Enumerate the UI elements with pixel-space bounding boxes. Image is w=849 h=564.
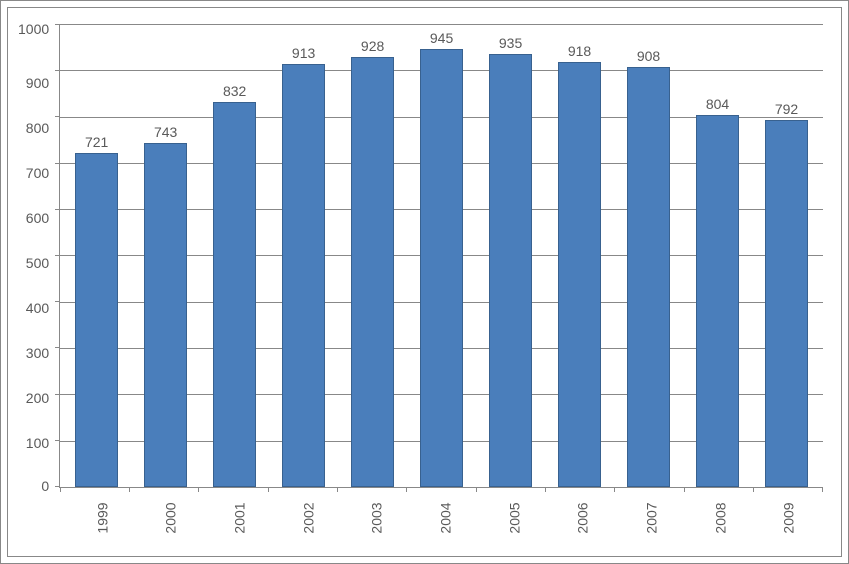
x-tick-label: 2006 [575,502,591,533]
y-tick-label: 700 [26,166,49,180]
x-tick-label: 2000 [163,502,179,533]
y-tick-label: 900 [26,76,49,90]
plot-area: 721 743 832 913 928 945 935 918 908 804 792 [59,24,823,488]
bar-value-label: 743 [154,125,177,139]
x-tick-label: 2002 [300,502,316,533]
x-tick-label: 2004 [438,502,454,533]
bar [75,153,118,487]
y-tick-label: 300 [26,346,49,360]
x-tick-label: 2008 [712,502,728,533]
bar [420,49,463,487]
bar-slot: 721 [62,24,131,487]
x-tick-label: 1999 [94,502,110,533]
y-axis: 1000 900 800 700 600 500 400 300 200 100… [18,24,55,488]
bar [282,64,325,487]
x-tick-label: 2003 [369,502,385,533]
y-tick-label: 100 [26,436,49,450]
x-tick-slot: 2002 [274,496,343,544]
bar [558,62,601,487]
bar-slot: 945 [407,24,476,487]
bar-value-label: 935 [499,36,522,50]
bars-row: 721 743 832 913 928 945 935 918 908 804 792 [60,24,823,487]
x-tick-label: 2005 [506,502,522,533]
bar-value-label: 913 [292,46,315,60]
x-axis: 1999 2000 2001 2002 2003 2004 2005 2006 2007 2008… [68,488,823,544]
x-tick-label: 2009 [781,502,797,533]
x-tick-slot: 2006 [548,496,617,544]
y-tick-label: 600 [26,211,49,225]
x-tick-slot: 2004 [411,496,480,544]
chart-inner-frame: 1000 900 800 700 600 500 400 300 200 100… [7,7,842,557]
y-tick-label: 800 [26,121,49,135]
y-tick-label: 200 [26,391,49,405]
y-tick-label: 0 [41,479,49,493]
bar-slot: 792 [752,24,821,487]
bar [351,57,394,487]
y-tick-label: 400 [26,301,49,315]
x-tick-slot: 2000 [137,496,206,544]
bar-slot: 908 [614,24,683,487]
bar [489,54,532,487]
bar-slot: 913 [269,24,338,487]
bar-slot: 804 [683,24,752,487]
bar-slot: 918 [545,24,614,487]
y-tick-label: 1000 [18,22,49,36]
bar-value-label: 908 [637,49,660,63]
bar-value-label: 918 [568,44,591,58]
bar-value-label: 928 [361,39,384,53]
plot-wrap: 1000 900 800 700 600 500 400 300 200 100… [18,24,823,488]
x-tick-slot: 2007 [617,496,686,544]
x-tick-slot: 2005 [480,496,549,544]
bar [765,120,808,487]
bar [144,143,187,487]
x-tick-label: 2001 [232,502,248,533]
bar [696,115,739,487]
x-tick-marks [60,487,823,492]
x-tick-slot: 2001 [205,496,274,544]
bar-slot: 832 [200,24,269,487]
x-tick-slot: 2003 [343,496,412,544]
x-tick-slot: 1999 [68,496,137,544]
chart-outer-frame: 1000 900 800 700 600 500 400 300 200 100… [0,0,849,564]
bar-value-label: 832 [223,84,246,98]
bar-value-label: 792 [775,102,798,116]
bar-value-label: 945 [430,31,453,45]
y-tick-label: 500 [26,256,49,270]
bar-value-label: 721 [85,135,108,149]
bar [213,102,256,487]
bar-slot: 935 [476,24,545,487]
bar-slot: 743 [131,24,200,487]
bar [627,67,670,487]
x-tick-label: 2007 [643,502,659,533]
x-tick-slot: 2009 [754,496,823,544]
bar-value-label: 804 [706,97,729,111]
bar-slot: 928 [338,24,407,487]
x-tick-slot: 2008 [686,496,755,544]
